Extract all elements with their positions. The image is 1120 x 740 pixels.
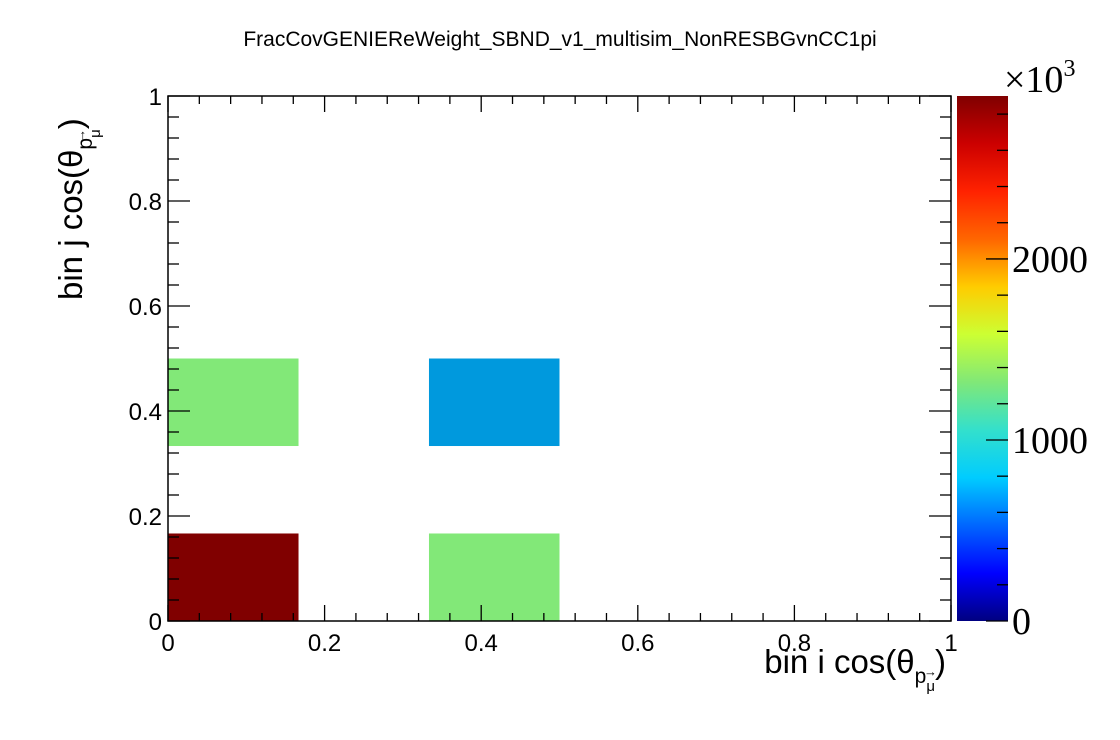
chart-title: FracCovGENIEReWeight_SBND_v1_multisim_No… <box>243 28 876 51</box>
x-axis: 0 0.2 0.4 0.6 0.8 1 <box>161 96 958 657</box>
x-axis-label-arrow: → <box>924 664 937 679</box>
colorbar-exponent-power: 3 <box>1063 56 1075 82</box>
x-tick-label: 0 <box>161 630 174 657</box>
x-axis-label-sub-vec: p <box>915 665 927 688</box>
x-axis-label-close: ) <box>935 643 946 680</box>
colorbar-exponent: ×103 <box>1004 56 1075 101</box>
y-tick-label: 0.6 <box>129 294 162 321</box>
colorbar-tick-label: 1000 <box>1012 420 1088 462</box>
colorbar <box>957 96 1008 621</box>
y-axis-label-arrow: → <box>73 129 88 142</box>
colorbar-tick-label: 0 <box>1012 601 1031 643</box>
colorbar-axis: 0 1000 2000 <box>986 113 1088 643</box>
x-tick-label: 0.8 <box>778 630 811 657</box>
colorbar-exponent-label: ×10 <box>1004 59 1063 101</box>
x-axis-label-sub-mu: μ <box>926 678 935 695</box>
heatmap-cells <box>168 358 560 621</box>
y-tick-label: 0 <box>149 609 162 636</box>
heatmap-cell <box>168 358 299 447</box>
x-tick-label: 1 <box>944 630 957 657</box>
x-axis-label: bin i cos(θpμ) <box>764 643 946 695</box>
x-tick-label: 0.2 <box>308 630 341 657</box>
y-axis-label-main: bin j cos(θ <box>52 150 89 300</box>
y-axis-label: bin j cos(θpμ) <box>52 118 104 300</box>
y-axis-label-sub-mu: μ <box>87 129 104 138</box>
y-tick-label: 0.4 <box>129 399 162 426</box>
heatmap-cell <box>428 358 560 447</box>
x-axis-label-main: bin i cos(θ <box>764 643 914 680</box>
y-tick-label: 0.8 <box>129 189 162 216</box>
heatmap-cell <box>428 533 560 621</box>
y-tick-label: 0.2 <box>129 504 162 531</box>
y-tick-label: 1 <box>149 84 162 111</box>
colorbar-tick-label: 2000 <box>1012 239 1088 281</box>
plot-frame <box>167 95 952 622</box>
y-axis: 0 0.2 0.4 0.6 0.8 1 <box>129 84 951 636</box>
y-axis-label-close: ) <box>52 118 89 129</box>
x-tick-label: 0.6 <box>621 630 654 657</box>
heatmap-cell <box>168 533 299 621</box>
y-axis-label-sub-vec: p <box>74 138 97 150</box>
x-tick-label: 0.4 <box>465 630 498 657</box>
